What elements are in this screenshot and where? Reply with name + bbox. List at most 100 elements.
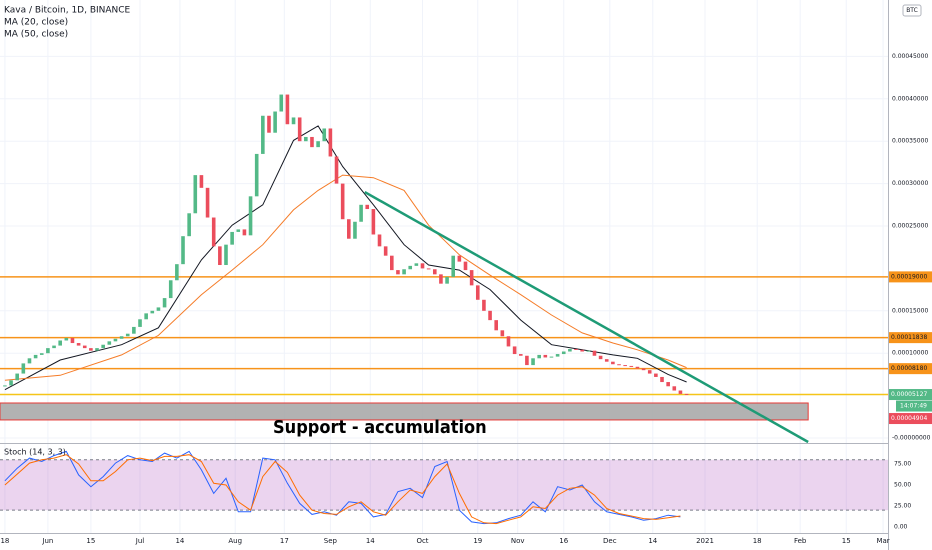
candle — [132, 326, 136, 334]
candle — [647, 370, 652, 374]
candle — [420, 263, 425, 269]
candle — [408, 265, 413, 270]
candle — [359, 204, 363, 222]
candle — [310, 136, 314, 148]
y-tick-label: 25.00 — [894, 502, 911, 509]
candle — [89, 348, 93, 351]
candle — [672, 386, 677, 391]
x-tick-label: 16 — [559, 537, 568, 545]
candle — [224, 244, 228, 266]
y-tick-label: 0.00 — [894, 523, 908, 530]
x-tick-label: Mar — [876, 537, 889, 545]
candle — [555, 354, 560, 357]
legend-item: MA (50, close) — [4, 30, 68, 40]
candle — [248, 196, 253, 236]
candle — [52, 345, 56, 349]
price-label: 0.00008180 — [891, 365, 927, 372]
currency-badge — [902, 4, 922, 17]
candle — [469, 270, 474, 286]
candle — [261, 115, 265, 154]
candle — [156, 307, 161, 311]
candle — [328, 128, 333, 157]
candle — [101, 344, 105, 349]
x-tick-label: 17 — [280, 537, 289, 545]
candle — [291, 117, 296, 125]
candle — [439, 274, 443, 284]
candle — [334, 156, 339, 184]
candle — [347, 219, 351, 239]
candle — [500, 330, 505, 337]
x-tick-label: 14 — [648, 537, 657, 545]
candle — [426, 268, 431, 270]
x-tick-label: Feb — [794, 537, 807, 545]
candle — [623, 365, 627, 367]
price-label-box — [889, 389, 932, 401]
candle — [604, 359, 609, 362]
candle — [396, 270, 400, 275]
x-tick-label: Nov — [511, 537, 525, 545]
candle — [150, 310, 155, 314]
y-tick-label: 0.00035000 — [892, 138, 928, 145]
x-tick-label: 18 — [0, 537, 9, 545]
candle — [144, 313, 148, 320]
currency-label: BTC — [906, 7, 918, 14]
candle — [46, 348, 50, 354]
candle — [138, 319, 142, 327]
candle — [586, 350, 591, 352]
candle — [561, 351, 566, 355]
candle — [482, 299, 486, 311]
candle — [383, 246, 388, 256]
candle — [592, 350, 597, 356]
candle — [568, 348, 572, 352]
y-tick-label: 0.00030000 — [892, 180, 928, 187]
candle — [9, 380, 13, 386]
candle — [377, 234, 382, 247]
x-tick-label: 14 — [175, 537, 184, 545]
candle — [629, 365, 634, 367]
candle — [574, 348, 578, 350]
x-tick-label: 14 — [366, 537, 375, 545]
axes: 18 Jun 15 Jul 14 Aug 17 Sep 14 Oct 19 Nov 16 Dec 14 202… — [0, 53, 932, 545]
candle — [3, 385, 7, 387]
candle — [285, 94, 290, 125]
price-label-box — [889, 271, 932, 283]
series-line — [4, 125, 687, 391]
candle — [242, 229, 247, 236]
main-pane: Support - accumulation — [0, 94, 888, 444]
y-tick-label: 0.00015000 — [892, 307, 928, 314]
stoch-pane — [0, 450, 888, 525]
series-line — [4, 174, 687, 381]
price-label: 0.00005127 — [891, 391, 927, 398]
candle — [463, 261, 468, 271]
candle — [95, 348, 99, 351]
candle — [635, 366, 640, 369]
y-tick-label: 0.00010000 — [892, 350, 928, 357]
candle — [33, 354, 38, 359]
candle — [365, 204, 370, 210]
candle — [598, 355, 603, 360]
x-tick-label: Oct — [416, 537, 428, 545]
series-line — [4, 454, 681, 525]
candle — [21, 363, 26, 374]
x-tick-label: 2021 — [696, 537, 714, 545]
candle — [15, 373, 19, 381]
candle — [267, 115, 271, 133]
candle — [273, 111, 277, 133]
candle — [353, 221, 357, 239]
candle — [488, 310, 492, 321]
candle — [445, 276, 449, 284]
candle — [119, 336, 124, 339]
candle — [518, 354, 523, 356]
price-label-box — [889, 413, 932, 425]
countdown: 14:07:49 — [900, 403, 927, 410]
candle — [279, 94, 284, 112]
candle — [82, 345, 87, 349]
candle — [678, 390, 683, 394]
candle — [211, 217, 216, 247]
candle — [322, 128, 327, 142]
candle — [168, 280, 173, 299]
stoch-band — [0, 459, 888, 511]
countdown-box — [896, 400, 932, 412]
candle — [27, 358, 32, 364]
candle — [316, 141, 320, 148]
